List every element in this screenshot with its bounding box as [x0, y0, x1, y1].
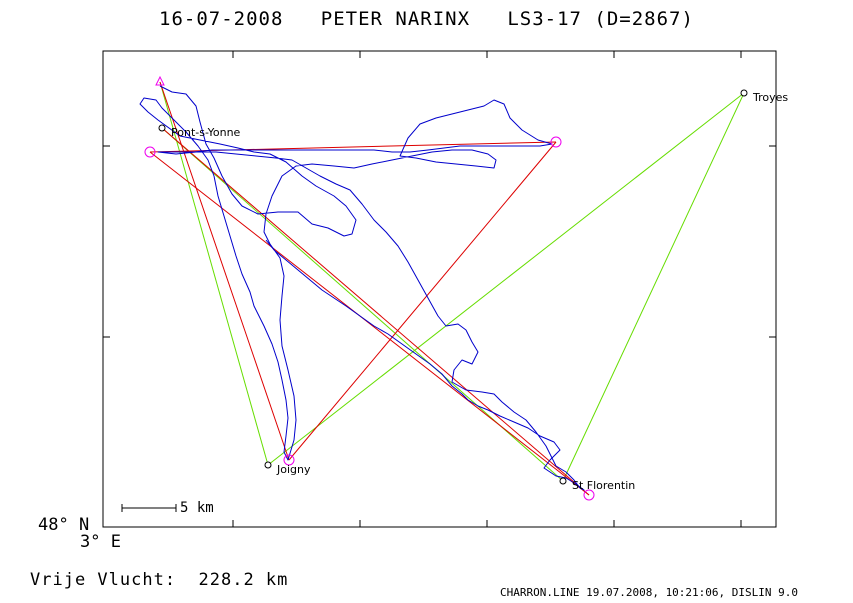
scale-bar — [121, 504, 177, 512]
scale-label: 5 km — [180, 500, 214, 516]
place-label-pont-s-yonne: Pont-s-Yonne — [171, 126, 241, 139]
flown-task-lines — [149, 81, 590, 496]
distance-text: Vrije Vlucht: 228.2 km — [30, 570, 289, 590]
place-label-st-florentin: St Florentin — [572, 479, 635, 492]
place-dot-pont-s-yonne — [158, 124, 166, 132]
place-markers: Troyes Pont-s-Yonne Joigny St Florentin — [158, 89, 788, 492]
declared-leg-1 — [267, 92, 745, 466]
flight-track — [139, 85, 585, 491]
gps-track-line — [139, 85, 585, 491]
place-dot-troyes — [740, 89, 748, 97]
declared-leg-0 — [159, 81, 269, 466]
declared-leg-2 — [562, 92, 745, 482]
turnpoint-marker-2 — [283, 454, 295, 466]
flown-leg-3 — [149, 151, 590, 496]
flown-leg-4 — [161, 127, 590, 496]
turnpoint-marker-3 — [583, 489, 595, 501]
place-dot-st-florentin — [559, 477, 567, 485]
declared-task-lines — [159, 81, 745, 482]
turnpoint-marker-1 — [550, 136, 562, 148]
turnpoint-marker-0 — [144, 146, 156, 158]
chart-title: 16-07-2008 PETER NARINX LS3-17 (D=2867) — [159, 8, 694, 30]
place-label-joigny: Joigny — [276, 463, 311, 476]
place-dot-joigny — [264, 461, 272, 469]
place-label-troyes: Troyes — [752, 91, 788, 104]
start-marker — [155, 75, 165, 86]
longitude-label: 3° E — [80, 532, 121, 552]
latitude-label: 48° N — [38, 515, 90, 535]
flown-leg-2 — [288, 141, 557, 461]
axis-ticks — [103, 51, 776, 528]
plot-frame — [102, 50, 777, 528]
turnpoint-markers — [144, 75, 595, 501]
footer-text: CHARRON.LINE 19.07.2008, 10:21:06, DISLI… — [500, 586, 799, 599]
